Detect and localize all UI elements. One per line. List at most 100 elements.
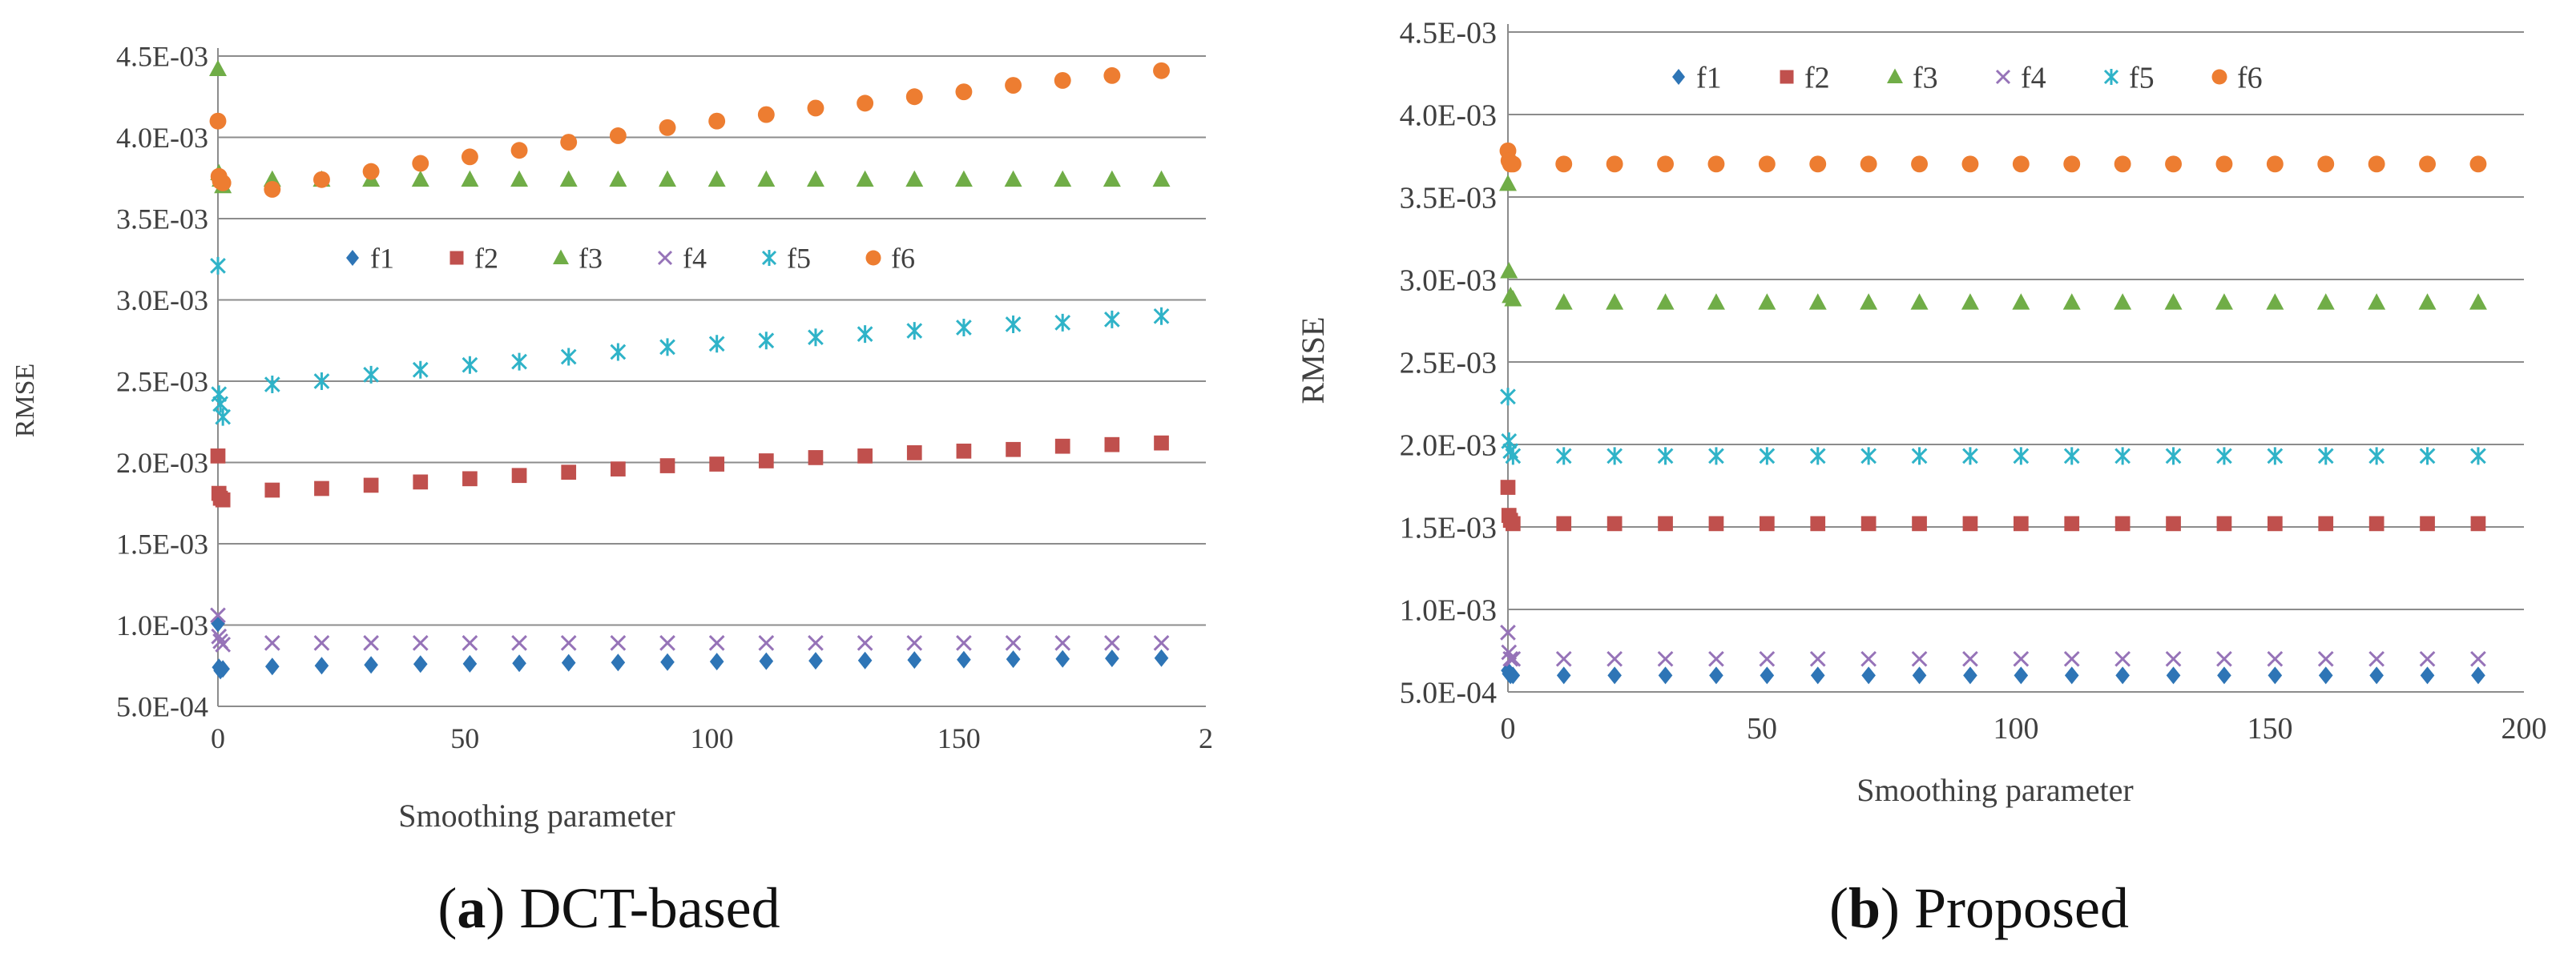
panel-a-point-f6: [510, 142, 528, 159]
panel-b-point-f2: [2420, 516, 2435, 532]
panel-a-point-f6: [1103, 66, 1121, 84]
panel-a-point-f1: [660, 653, 675, 671]
panel-a-point-f6: [659, 119, 676, 136]
panel-b-point-f5: [1500, 388, 1516, 406]
panel-b-point-f1: [2471, 666, 2485, 685]
panel-b-legend-marker-f6: [2211, 69, 2227, 85]
panel-b-point-f2: [1708, 516, 1724, 532]
panel-b-point-f2: [2318, 516, 2334, 532]
panel-b-point-f1: [1709, 666, 1723, 685]
panel-a-legend-label-f2: f2: [474, 243, 498, 275]
panel-a-point-f6: [609, 127, 627, 144]
panel-a-point-f2: [709, 456, 725, 472]
panel-b-point-f1: [1912, 666, 1927, 685]
panel-a-point-f3: [905, 170, 924, 187]
panel-b-point-f3: [1860, 293, 1878, 310]
panel-a-point-f5: [1054, 313, 1071, 332]
panel-a-point-f4: [264, 634, 280, 651]
panel-b-point-f6: [2368, 155, 2385, 173]
panel-a-point-f4: [857, 634, 873, 651]
panel-b-point-f3: [2266, 293, 2284, 310]
panel-a-legend-marker-f6: [865, 250, 881, 266]
panel-b-point-f5: [1708, 447, 1724, 465]
panel-a-legend-label-f3: f3: [578, 243, 603, 275]
panel-b-point-f1: [1556, 666, 1571, 685]
panel-a-point-f6: [708, 112, 726, 130]
panel-a-point-f5: [511, 352, 527, 371]
panel-a-point-f6: [362, 163, 380, 180]
panel-a-point-f2: [808, 450, 824, 465]
panel-b-point-f6: [2317, 155, 2335, 173]
panel-b-caption: (b) Proposed: [1829, 876, 2129, 940]
panel-b-point-f6: [2114, 155, 2131, 173]
panel-a-point-f6: [209, 112, 227, 130]
panel-b-point-f2: [1606, 516, 1623, 532]
panel-a-point-f2: [215, 492, 231, 508]
panel-a-point-f2: [857, 448, 873, 464]
panel-a-point-f6: [1005, 77, 1022, 94]
panel-a-caption-text: ) DCT-based: [486, 876, 780, 940]
panel-b-point-f5: [1911, 447, 1928, 465]
panel-b-point-f2: [2064, 516, 2080, 532]
panel-a-y-tick-label: 3.5E-03: [116, 203, 208, 235]
panel-a-point-f5: [412, 360, 429, 379]
panel-b-x-tick-label: 150: [2247, 712, 2293, 746]
panel-b-legend-label-f5: f5: [2129, 61, 2155, 94]
panel-b-point-f5: [1962, 447, 1978, 465]
panel-a-point-f3: [1103, 170, 1121, 187]
panel-a-point-f3: [559, 170, 578, 187]
panel-a-point-f2: [758, 453, 774, 468]
panel-a-point-f4: [412, 634, 429, 651]
panel-b-legend-marker-f4: [1995, 69, 2011, 85]
panel-b-point-f5: [2013, 447, 2030, 465]
panel-a-point-f5: [212, 395, 228, 413]
panel-a-point-f3: [411, 170, 429, 187]
panel-a-y-tick-label: 4.0E-03: [116, 122, 208, 154]
panel-b-point-f5: [1606, 447, 1623, 465]
panel-b-point-f3: [1808, 293, 1827, 310]
panel-a-point-f2: [264, 482, 280, 498]
panel-b-point-f2: [1500, 480, 1516, 495]
panel-a-point-f1: [1154, 649, 1169, 667]
panel-a-point-f4: [758, 634, 775, 651]
panel-b-point-f4: [1962, 650, 1978, 667]
panel-a-caption-letter: a: [457, 876, 486, 940]
panel-b-point-f5: [1657, 447, 1674, 465]
panel-a-point-f1: [561, 653, 576, 672]
panel-a-point-f5: [808, 328, 824, 347]
panel-b-point-f1: [1963, 666, 1977, 685]
panel-a-point-f4: [363, 634, 379, 651]
panel-b-y-tick-label: 5.0E-04: [1400, 676, 1497, 710]
panel-a-point-f2: [906, 444, 922, 460]
panel-a-point-f1: [216, 660, 230, 678]
panel-a-point-f4: [210, 607, 226, 624]
panel-b-point-f6: [1555, 155, 1573, 173]
panel-a-point-f3: [209, 59, 227, 77]
panel-a-point-f2: [1006, 441, 1021, 457]
panel-a-point-f6: [757, 106, 775, 123]
panel-b-point-f1: [2064, 666, 2079, 685]
panel-b-point-f5: [2216, 447, 2232, 465]
panel-b-y-axis-label: RMSE: [1295, 317, 1331, 404]
panel-b-point-f2: [2166, 516, 2181, 532]
panel-a-point-f4: [808, 634, 824, 651]
panel-a-x-tick-label: 100: [691, 722, 734, 754]
panel-a-x-axis-label: Smoothing parameter: [398, 798, 675, 834]
panel-a-point-f4: [1054, 634, 1071, 651]
panel-b-point-f6: [1809, 155, 1827, 173]
panel-b-caption-letter: b: [1848, 876, 1881, 940]
panel-b-legend-marker-f1: [1672, 69, 1685, 85]
panel-a-point-f6: [955, 83, 973, 101]
panel-b-point-f2: [1810, 516, 1826, 532]
panel-b-point-f3: [1554, 293, 1573, 310]
panel-b-point-f3: [1499, 174, 1517, 191]
panel-a-point-f3: [1152, 170, 1171, 187]
panel-b-point-f1: [1760, 666, 1775, 685]
panel-b-point-f1: [2318, 666, 2333, 685]
panel-b-point-f4: [1505, 650, 1522, 667]
panel-a-y-tick-label: 2.0E-03: [116, 447, 208, 479]
panel-a-point-f4: [906, 634, 923, 651]
panel-b-y-tick-label: 4.5E-03: [1400, 16, 1497, 50]
panel-b-point-f5: [2470, 447, 2486, 465]
panel-a-point-f3: [609, 170, 627, 187]
